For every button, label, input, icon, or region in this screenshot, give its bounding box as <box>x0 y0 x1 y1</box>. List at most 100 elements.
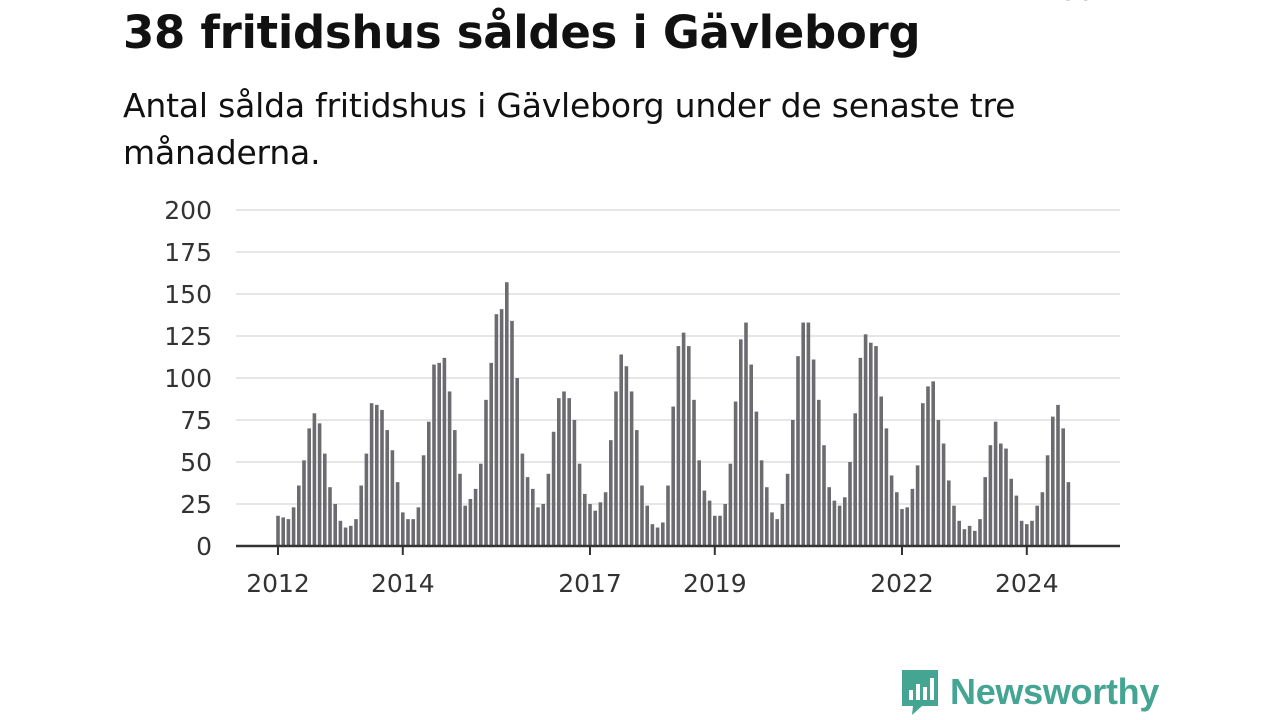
bar <box>775 519 779 546</box>
bar <box>510 320 514 546</box>
bar <box>806 322 811 546</box>
bar <box>588 504 592 546</box>
bar <box>671 406 675 546</box>
bar <box>343 527 348 546</box>
bar <box>1035 505 1039 546</box>
bar <box>364 453 369 546</box>
x-tick-label: 2014 <box>371 569 435 598</box>
bar <box>603 492 608 546</box>
bar <box>406 519 410 546</box>
bar <box>811 359 816 546</box>
bar <box>583 493 587 546</box>
bar <box>744 322 748 546</box>
bar <box>479 463 483 546</box>
bar <box>577 463 582 546</box>
y-tick-label: 150 <box>164 280 212 309</box>
bar <box>463 505 467 546</box>
bar <box>681 332 686 546</box>
bar <box>489 362 493 546</box>
bar <box>635 430 639 546</box>
chart-title: 38 fritidshus såldes i Gävleborg <box>123 6 921 59</box>
bar <box>785 473 790 546</box>
bar <box>1061 428 1065 546</box>
bar <box>1051 416 1055 546</box>
bar <box>687 346 691 546</box>
bar <box>801 322 805 546</box>
bar <box>827 487 831 546</box>
bar <box>863 334 868 546</box>
x-tick-label: 2017 <box>558 569 622 598</box>
bar <box>375 404 379 546</box>
bar <box>281 517 285 546</box>
bar <box>458 473 462 546</box>
y-tick-label: 50 <box>180 448 212 477</box>
x-tick-label: 2012 <box>246 569 310 598</box>
chart-subtitle: Antal sålda fritidshus i Gävleborg under… <box>123 86 1016 172</box>
bar <box>640 485 644 546</box>
bar <box>921 403 925 546</box>
bar <box>869 342 873 546</box>
bar <box>416 507 421 546</box>
bar <box>323 453 327 546</box>
bar <box>567 398 571 546</box>
bar <box>1014 495 1019 546</box>
bar <box>910 488 915 546</box>
y-tick-label: 100 <box>164 364 212 393</box>
bar <box>822 445 826 546</box>
bar <box>692 399 696 546</box>
bar <box>291 507 296 546</box>
bar <box>432 364 436 546</box>
bar <box>380 409 384 546</box>
brand-logo: Newsworthy <box>900 668 1159 716</box>
bar <box>629 391 634 546</box>
bar <box>297 485 301 546</box>
bars <box>276 282 1071 546</box>
bar <box>614 391 618 546</box>
bar <box>317 423 322 546</box>
bar <box>780 504 785 546</box>
bar <box>1030 520 1034 546</box>
bar <box>931 381 935 546</box>
bar <box>312 413 317 546</box>
y-tick-label: 200 <box>164 196 212 225</box>
x-tick-label: 2019 <box>683 569 747 598</box>
bar <box>936 420 941 546</box>
bar <box>983 477 987 546</box>
bar <box>941 443 946 546</box>
y-tick-label: 25 <box>180 490 212 519</box>
bar <box>1009 478 1013 546</box>
bar <box>499 309 504 546</box>
bar <box>338 520 343 546</box>
bar <box>609 440 613 546</box>
bar <box>411 519 415 546</box>
bar <box>1045 455 1050 546</box>
bar <box>421 455 426 546</box>
y-axis-ticks: 0 25 50 75 100 125 150 175 200 <box>164 196 212 561</box>
bar <box>572 420 577 546</box>
brand-name: Newsworthy <box>950 671 1160 712</box>
highlight-callout: 38 <box>1057 0 1097 11</box>
bar <box>645 505 649 546</box>
bar <box>369 403 374 546</box>
bar <box>395 482 400 546</box>
bar <box>900 509 904 546</box>
bar <box>354 519 358 546</box>
bar <box>853 413 857 546</box>
bar <box>661 522 665 546</box>
bar <box>515 378 519 546</box>
bar <box>505 282 509 546</box>
bar <box>905 507 909 546</box>
bar <box>749 364 753 546</box>
bar <box>884 428 889 546</box>
bar <box>359 485 363 546</box>
x-axis: 2012 2014 2017 2019 2022 2024 <box>236 544 1120 598</box>
bar <box>759 460 764 546</box>
bar <box>333 504 337 546</box>
bar <box>328 487 332 546</box>
bar <box>598 502 603 546</box>
bar <box>676 346 681 546</box>
bar <box>874 346 878 546</box>
bar <box>541 504 545 546</box>
y-tick-label: 125 <box>164 322 212 351</box>
bar <box>562 391 566 546</box>
